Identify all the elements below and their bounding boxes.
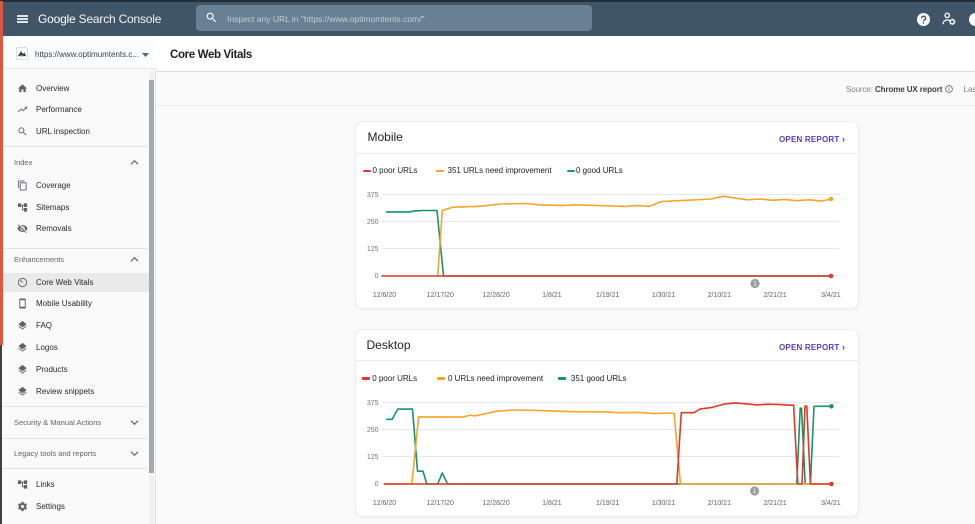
svg-text:375: 375: [367, 400, 379, 407]
svg-text:1/8/21: 1/8/21: [542, 292, 562, 299]
svg-text:1/19/21: 1/19/21: [596, 500, 619, 507]
svg-text:0: 0: [375, 481, 379, 488]
svg-text:12/17/20: 12/17/20: [427, 500, 454, 507]
svg-text:1/30/21: 1/30/21: [652, 292, 675, 299]
svg-text:1/19/21: 1/19/21: [596, 292, 619, 299]
svg-text:12/28/20: 12/28/20: [482, 500, 509, 507]
svg-text:1/8/21: 1/8/21: [542, 500, 562, 507]
svg-text:12/6/20: 12/6/20: [373, 292, 396, 299]
svg-text:250: 250: [367, 427, 379, 434]
svg-text:2/21/21: 2/21/21: [763, 500, 786, 507]
svg-text:1: 1: [753, 282, 757, 288]
svg-text:12/17/20: 12/17/20: [427, 292, 454, 299]
svg-text:250: 250: [367, 219, 379, 226]
svg-text:125: 125: [367, 454, 379, 461]
svg-text:3/4/21: 3/4/21: [821, 500, 841, 507]
svg-text:375: 375: [367, 192, 379, 199]
svg-text:2/10/21: 2/10/21: [708, 292, 731, 299]
svg-text:125: 125: [367, 246, 379, 253]
svg-text:1: 1: [753, 489, 757, 495]
svg-text:2/10/21: 2/10/21: [708, 500, 731, 507]
svg-text:1/30/21: 1/30/21: [652, 500, 675, 507]
svg-text:2/21/21: 2/21/21: [763, 292, 786, 299]
svg-text:3/4/21: 3/4/21: [821, 292, 841, 299]
svg-text:0: 0: [375, 273, 379, 280]
svg-text:12/6/20: 12/6/20: [373, 500, 396, 507]
svg-text:12/28/20: 12/28/20: [482, 292, 509, 299]
